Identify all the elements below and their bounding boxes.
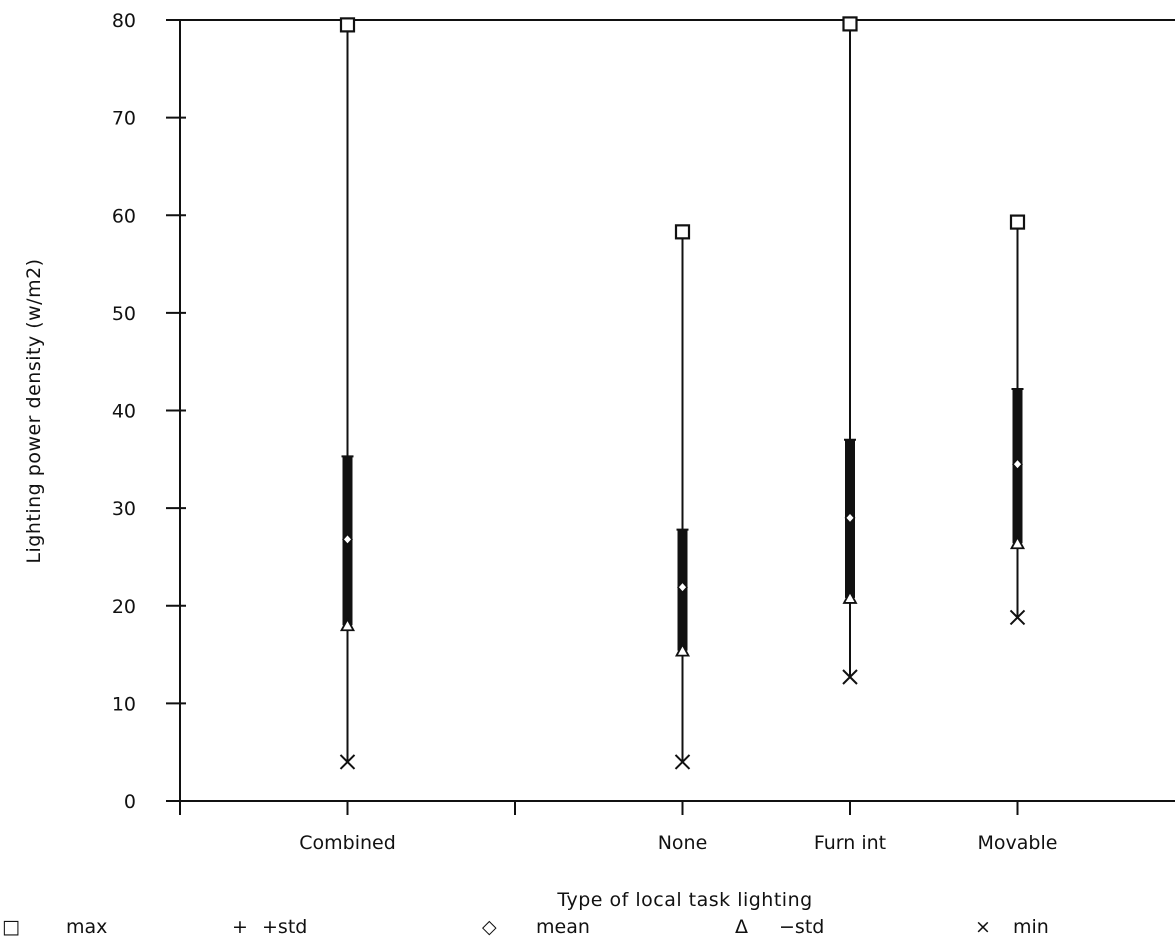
min-marker	[339, 754, 356, 770]
mean-marker	[677, 581, 688, 594]
category-group-furn-int: Furn int	[814, 16, 886, 854]
mean-marker	[844, 511, 856, 524]
y-axis-title: Lighting power density (w/m2)	[23, 258, 45, 563]
y-tick-label: 60	[112, 205, 136, 227]
x-tick-label: Movable	[978, 832, 1058, 854]
category-group-none: None	[658, 224, 708, 854]
max-marker	[339, 17, 356, 33]
category-group-movable: Movable	[978, 214, 1058, 854]
max-marker	[842, 16, 858, 32]
legend-label-mean: mean	[536, 916, 590, 938]
plus-std-marker	[1011, 383, 1024, 396]
legend-label-min: min	[1013, 916, 1049, 938]
y-tick-label: 80	[112, 10, 136, 32]
y-tick-label: 70	[112, 108, 136, 130]
y-tick-label: 10	[112, 693, 136, 715]
mean-marker	[342, 533, 353, 546]
max-marker	[674, 224, 691, 240]
plus-std-marker	[341, 450, 354, 463]
minus-std-marker	[842, 590, 858, 604]
legend-item-plus-std: + +std	[232, 916, 307, 938]
y-tick-label: 20	[112, 596, 136, 618]
diamond-marker-icon: ◇	[482, 916, 497, 938]
max-marker	[1009, 214, 1026, 230]
legend: □ max + +std ◇ mean Δ −std × min	[0, 916, 1175, 944]
y-tick-label: 40	[112, 401, 136, 423]
y-tick-label: 30	[112, 498, 136, 520]
legend-label-minus-std: −std	[779, 916, 825, 938]
mean-marker	[1012, 458, 1023, 471]
x-tick-label: None	[658, 832, 708, 854]
x-tick-label: Combined	[299, 832, 396, 854]
legend-item-max: □ max	[2, 916, 107, 938]
legend-label-max: max	[66, 916, 108, 938]
minus-std-marker	[674, 642, 691, 657]
minus-std-marker	[339, 617, 356, 632]
legend-label-plus-std: +std	[262, 916, 308, 938]
min-marker	[842, 669, 858, 685]
plus-std-marker	[676, 523, 689, 536]
y-tick-label: 0	[124, 791, 136, 813]
x-axis-title: Type of local task lighting	[556, 889, 812, 911]
category-group-combined: Combined	[299, 17, 396, 854]
triangle-marker-icon: Δ	[735, 916, 748, 938]
minus-std-marker	[1009, 535, 1026, 550]
x-tick-label: Furn int	[814, 832, 886, 854]
legend-item-min: × min	[975, 916, 1049, 938]
legend-item-mean: ◇ mean	[482, 916, 590, 938]
box-plot: Type of local task lighting Lighting pow…	[23, 10, 1175, 911]
legend-item-minus-std: Δ −std	[735, 916, 824, 938]
square-marker-icon: □	[2, 916, 20, 938]
min-marker	[674, 754, 691, 770]
cross-marker-icon: ×	[975, 916, 991, 938]
plus-marker-icon: +	[232, 916, 248, 938]
plus-std-marker	[844, 433, 856, 446]
min-marker	[1009, 609, 1026, 626]
y-tick-label: 50	[112, 303, 136, 325]
